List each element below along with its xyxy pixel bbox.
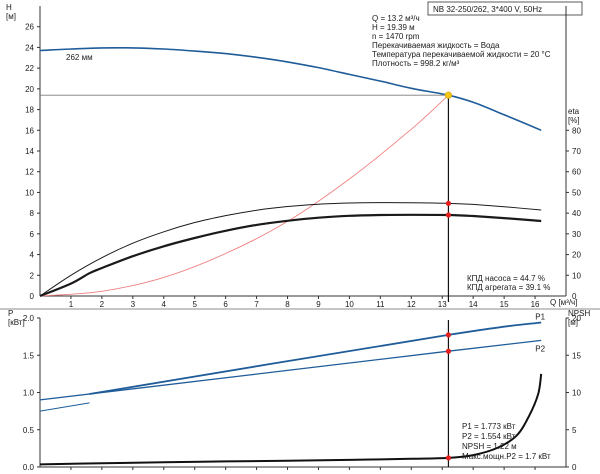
bottom-y-right-tick-label: 20	[572, 314, 581, 323]
top-x-tick-label: 9	[316, 300, 321, 309]
op-info-line: H = 19.39 м	[372, 23, 415, 32]
bottom-y-right-tick-label: 0	[572, 463, 577, 472]
top-x-tick-label: 12	[407, 300, 416, 309]
power-p1-curve	[89, 321, 542, 395]
op-p1-marker	[445, 332, 452, 338]
eta-info-line: КПД агрегата = 39.1 %	[467, 283, 550, 292]
op-info-line: Температура перекачиваемой жидкости = 20…	[372, 50, 551, 59]
eta-info-line: КПД насоса = 44.7 %	[467, 274, 545, 283]
top-y-left-tick-label: 18	[25, 106, 34, 115]
bottom-y-left-label: P [кВт]	[8, 309, 25, 327]
top-y-right-tick-label: 70	[572, 147, 581, 156]
op-p2-marker	[445, 348, 452, 354]
op-head-marker	[444, 91, 453, 99]
power-info-line: P1 = 1.773 кВт	[462, 422, 516, 431]
top-y-left-tick-label: 6	[30, 230, 35, 239]
top-y-right-label: eta [%]	[568, 107, 580, 125]
op-npsh-marker	[445, 455, 452, 461]
bottom-y-right-tick-label: 15	[572, 351, 581, 360]
top-y-right-tick-label: 60	[572, 168, 581, 177]
op-eta-pump-marker	[445, 200, 452, 207]
top-x-tick-label: 7	[254, 300, 259, 309]
top-y-left-tick-label: 12	[25, 168, 34, 177]
power-info-line: P2 = 1.554 кВт	[462, 432, 516, 441]
bottom-y-right-tick-label: 10	[572, 389, 581, 398]
top-y-right-tick-label: 40	[572, 209, 581, 218]
top-y-left-tick-label: 16	[25, 126, 34, 135]
top-y-left-zero-label: 0	[30, 292, 35, 301]
top-x-tick-label: 1	[69, 300, 74, 309]
bottom-y-left-tick-label: 1.0	[23, 389, 35, 398]
bottom-y-right-label: NPSH [м]	[568, 309, 590, 327]
top-y-left-tick-label: 14	[25, 147, 34, 156]
curve-label-262mm: 262 мм	[66, 53, 93, 62]
head-curve-262mm	[39, 47, 542, 132]
power-p2-curve	[39, 339, 542, 401]
power-info-line: NPSH = 1.22 м	[462, 442, 517, 451]
top-x-tick-label: 15	[500, 300, 509, 309]
system-curve	[39, 94, 449, 297]
bottom-y-right-tick-label: 5	[572, 426, 577, 435]
bottom-y-left-tick-label: 1.5	[23, 351, 35, 360]
bottom-y-left-tick-label: 0.5	[23, 426, 35, 435]
npsh-curve	[39, 373, 543, 466]
top-y-right-tick-label: 20	[572, 251, 581, 260]
top-x-tick-label: 14	[469, 300, 478, 309]
top-x-tick-label: 6	[223, 300, 228, 309]
chart-title: NB 32-250/262, 3*400 V, 50Hz	[433, 5, 542, 14]
top-y-right-tick-label: 80	[572, 126, 581, 135]
top-y-right-tick-label: 10	[572, 271, 581, 280]
chart-title-box	[427, 1, 583, 16]
top-y-left-tick-label: 22	[25, 64, 34, 73]
op-info-line: n = 1470 rpm	[372, 32, 420, 41]
power-low-curve	[39, 402, 90, 412]
op-info-line: Перекачиваемая жидкость = Вода	[372, 41, 500, 50]
top-y-left-tick-label: 26	[25, 23, 34, 32]
top-x-tick-label: 4	[162, 300, 167, 309]
p1-series-label: P1	[535, 312, 545, 321]
op-eta-unit-marker	[445, 212, 452, 218]
top-y-left-tick-label: 8	[30, 209, 35, 218]
top-y-left-tick-label: 2	[30, 271, 35, 280]
top-x-tick-label: 3	[131, 300, 136, 309]
top-y-left-tick-label: 10	[25, 188, 34, 197]
top-x-tick-label: 8	[285, 300, 290, 309]
op-info-line: Плотность = 998.2 кг/м³	[372, 59, 460, 68]
top-x-tick-label: 11	[376, 300, 385, 309]
top-y-right-zero-label: 0	[572, 292, 577, 301]
top-y-left-tick-label: 4	[30, 251, 35, 260]
top-y-left-label: H [м]	[6, 3, 16, 21]
p2-series-label: P2	[535, 344, 545, 353]
bottom-y-left-tick-label: 0.0	[23, 463, 35, 472]
top-x-tick-label: 16	[531, 300, 540, 309]
top-y-left-tick-label: 20	[25, 85, 34, 94]
top-x-tick-label: 10	[345, 300, 354, 309]
power-info-line: Макс.мощн.P2 = 1.7 кВт	[462, 452, 551, 461]
top-x-tick-label: 13	[438, 300, 447, 309]
bottom-y-left-tick-label: 2.0	[23, 314, 35, 323]
top-y-right-tick-label: 30	[572, 230, 581, 239]
top-y-left-tick-label: 24	[25, 43, 34, 52]
top-x-tick-label: 2	[100, 300, 105, 309]
pump-efficiency-curve	[39, 202, 542, 297]
top-x-label: Q [м³/ч]	[550, 298, 577, 307]
top-x-tick-label: 5	[192, 300, 197, 309]
top-y-right-tick-label: 50	[572, 188, 581, 197]
op-info-line: Q = 13.2 м³/ч	[372, 14, 420, 23]
